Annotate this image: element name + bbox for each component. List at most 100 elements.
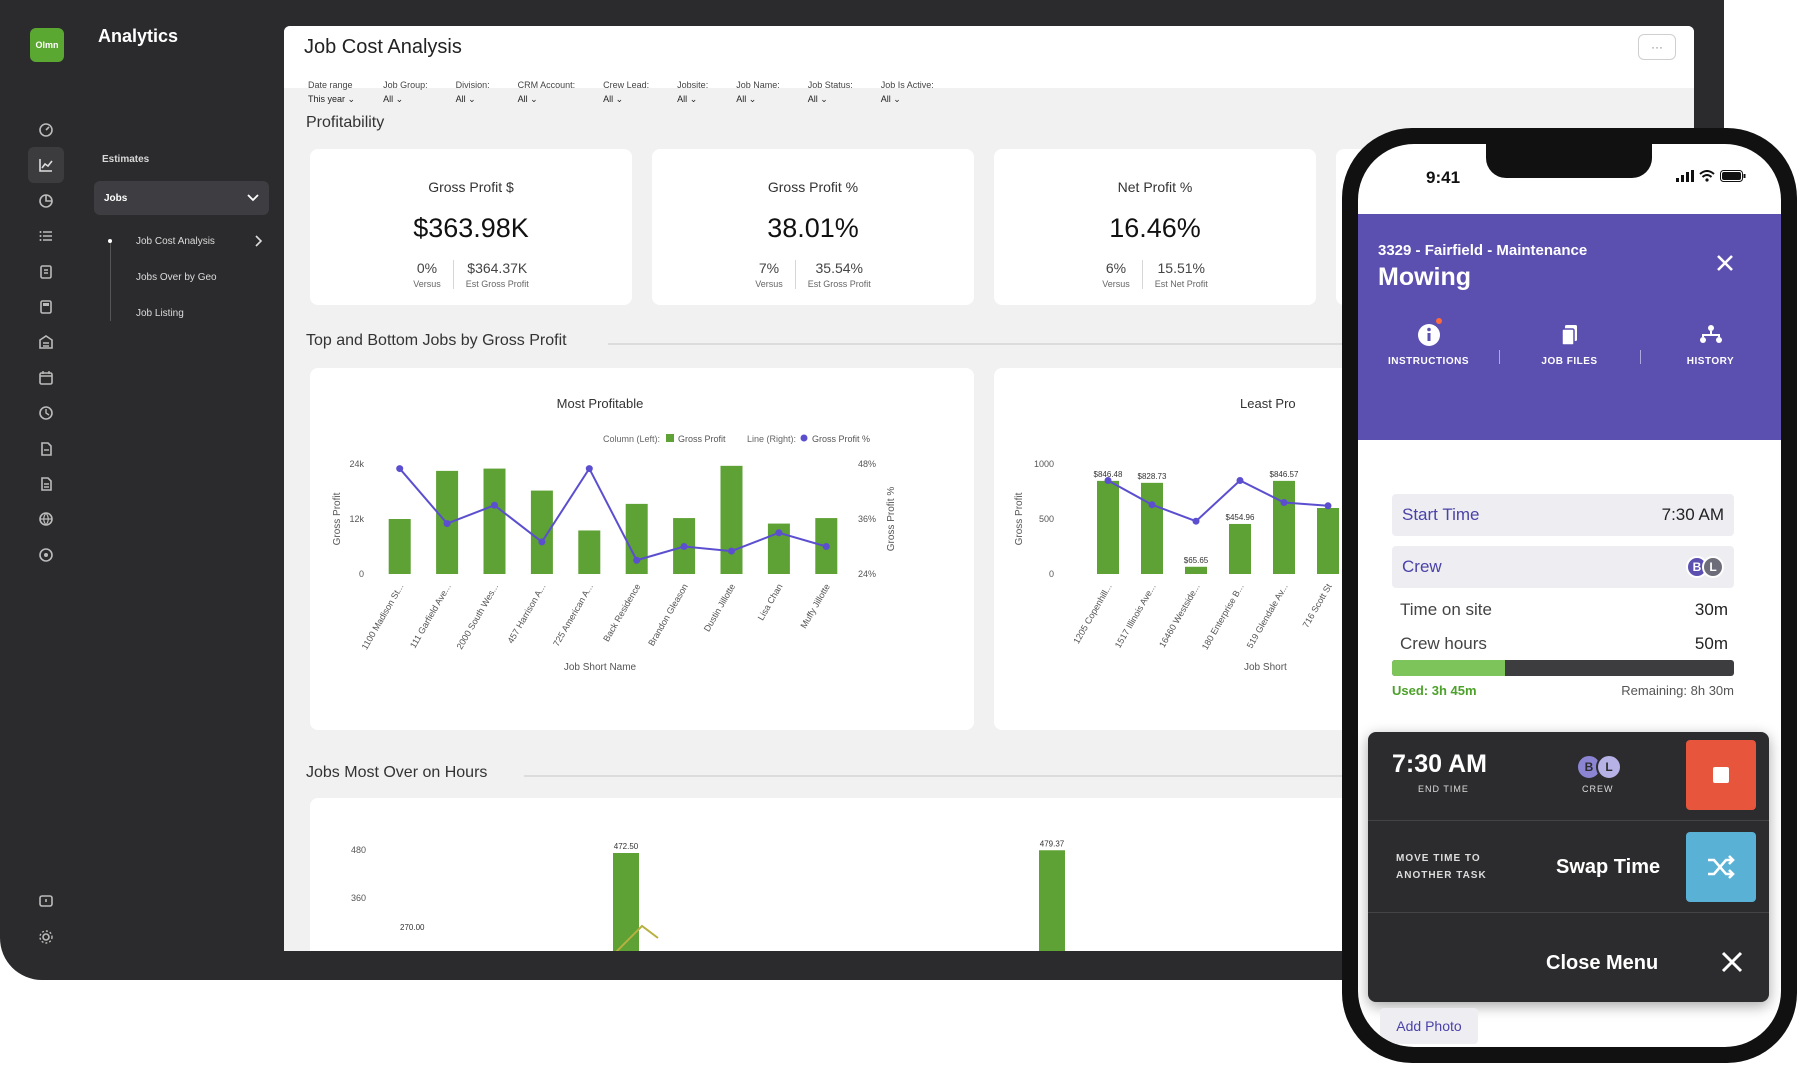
tab-job-files[interactable]: JOB FILES [1499,322,1640,367]
target-icon[interactable] [28,537,64,573]
most-profitable-chart: Most Profitable Column (Left): Gross Profi… [332,396,897,673]
data-label: $846.48 [1094,470,1123,479]
dashboard-icon[interactable] [28,112,64,148]
x-tick-label: Brandon Gleason [646,582,690,648]
x-tick-label: 111 Garfield Ave... [408,582,453,650]
time-on-site-value: 30m [1694,600,1728,619]
filter-value: All [736,92,780,106]
x-tick-label: Back Residence [601,582,642,643]
wifi-icon [1699,170,1715,182]
section-rule [524,775,1674,777]
building-icon[interactable] [28,324,64,360]
move-time-label: MOVE TIME TO ANOTHER TASK [1396,850,1487,884]
x-tick-label: 457 Harrison A... [505,582,547,645]
report-icon[interactable] [28,254,64,290]
filter-label: Job Name: [736,80,780,90]
move-time-line1: MOVE TIME TO [1396,853,1481,864]
filter-job-group[interactable]: Job Group: All [383,78,428,106]
calendar-icon[interactable] [28,360,64,396]
add-photo-button[interactable]: Add Photo [1380,1008,1478,1044]
legend-swatch-line [800,434,808,442]
series-line [1107,479,1329,523]
remaining-label: Remaining: 8h 30m [1621,683,1734,698]
filter-crm-account[interactable]: CRM Account: All [518,78,576,106]
clock-icon[interactable] [28,395,64,431]
sidebar-item-label: Job Cost Analysis [136,235,215,247]
progress-labels: Used: 3h 45m Remaining: 8h 30m [1392,683,1734,698]
sidebar-item-job-listing[interactable]: Job Listing [136,295,269,331]
line-point [1192,517,1200,525]
close-menu-icon[interactable] [1718,948,1746,976]
menu-crew-avatars[interactable]: B L [1576,754,1622,780]
stop-button[interactable] [1686,740,1756,810]
bar [1229,523,1251,574]
crew-avatars: B L [1686,556,1724,578]
crew-row[interactable]: Crew B L [1392,546,1734,588]
filter-job-is-active[interactable]: Job Is Active: All [881,78,934,106]
x-tick-label: Lisa Chan [756,582,785,622]
line-point [775,529,783,537]
kpi-versus-label: Versus [1102,279,1130,289]
more-options-button[interactable]: ··· [1638,34,1676,60]
brand-logo[interactable]: Olmn [30,28,64,62]
battery-icon [1720,170,1746,182]
calculator-icon[interactable] [28,289,64,325]
chart-icon[interactable] [28,147,64,184]
move-time-line2: ANOTHER TASK [1396,870,1487,881]
data-label: 472.50 [614,842,639,851]
filter-crew-lead[interactable]: Crew Lead: All [603,78,649,106]
file-icon[interactable] [28,466,64,502]
x-tick-label: 2000 South Wes... [455,582,501,651]
kpi-value: 38.01% [767,213,859,243]
notification-dot [1436,318,1442,324]
nav-section-estimates[interactable]: Estimates [102,154,150,165]
x-tick-label: 1205 Copenhill... [1071,582,1113,646]
filter-date-range[interactable]: Date range This year [308,78,355,106]
line-point [822,543,830,550]
kpi-card-net-profit-pct: Net Profit % 16.46% 6% Versus 15.51% Est N… [994,149,1316,305]
history-icon [1699,325,1722,343]
bar [1317,508,1339,574]
filter-job-name[interactable]: Job Name: All [736,78,780,106]
y2-tick-label: 48% [858,459,876,469]
kpi-card-gross-profit: Gross Profit $ $363.98K 0% Versus $364.37… [310,149,632,305]
sidebar-nav: Estimates Jobs Job Cost Analysis Jobs Ov… [94,150,269,331]
list-icon[interactable] [28,218,64,254]
nav-group-label: Jobs [104,192,128,204]
close-menu-label[interactable]: Close Menu [1546,952,1659,974]
progress-fill [1392,660,1505,676]
close-icon[interactable] [1712,250,1738,276]
line-point [1324,502,1332,510]
x-tick-label: 180 Enterprise B... [1200,582,1246,652]
kpi-card-gross-profit-pct: Gross Profit % 38.01% 7% Versus 35.54% Est… [652,149,974,305]
end-time-value[interactable]: 7:30 AM [1392,750,1487,778]
sidebar-item-job-cost-analysis[interactable]: Job Cost Analysis [108,223,269,259]
sidebar-item-jobs-over-by-geo[interactable]: Jobs Over by Geo [136,259,269,295]
y-axis-label: Gross Profit [1014,492,1025,545]
kpi-value: 16.46% [1109,213,1201,243]
time-on-site-row: Time on site 30m [1400,600,1728,620]
data-label: $454.96 [1226,513,1255,522]
document-icon[interactable] [28,431,64,467]
stop-icon [1713,767,1729,783]
settings-icon[interactable] [28,919,64,955]
pie-icon[interactable] [28,183,64,219]
section-rule [608,343,1668,345]
line-point [491,501,498,509]
filter-division[interactable]: Division: All [456,78,490,106]
globe-icon[interactable] [28,501,64,537]
filter-jobsite[interactable]: Jobsite: All [677,78,708,106]
filter-job-status[interactable]: Job Status: All [808,78,853,106]
nav-group-jobs[interactable]: Jobs [94,181,269,215]
tab-history[interactable]: HISTORY [1640,322,1781,367]
job-name: Mowing [1378,263,1472,291]
data-label: 479.37 [1040,839,1065,848]
start-time-row[interactable]: Start Time 7:30 AM [1392,494,1734,536]
tab-instructions[interactable]: INSTRUCTIONS [1358,318,1499,367]
filter-value: All [383,92,428,106]
filter-value: All [456,92,490,106]
feedback-icon[interactable] [28,884,64,920]
filter-label: Crew Lead: [603,80,650,90]
swap-time-button[interactable] [1686,832,1756,902]
kpi-estimate-label: Est Gross Profit [807,279,871,289]
